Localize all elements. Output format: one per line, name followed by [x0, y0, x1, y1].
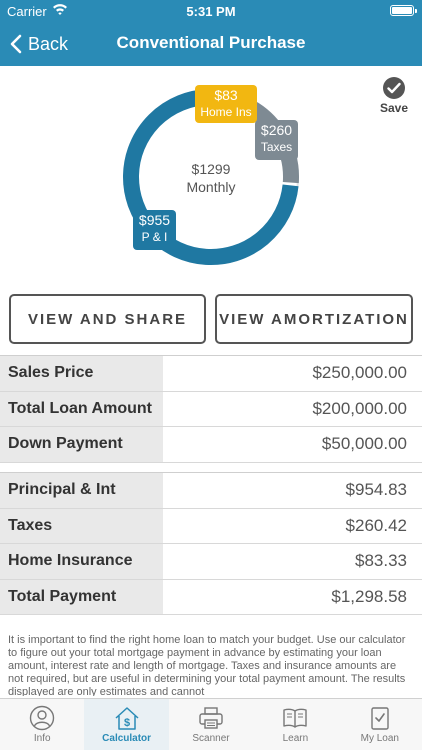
payment-donut-chart: $1299 Monthly $83 Home Ins $260 Taxes $9… [0, 66, 422, 288]
taxes-label: Taxes [260, 140, 293, 154]
battery-icon [390, 5, 417, 16]
table-row: Taxes $260.42 [0, 508, 422, 544]
monthly-label: Monthly [186, 179, 236, 195]
chevron-left-icon [10, 34, 22, 54]
status-bar: Carrier 5:31 PM [0, 0, 422, 22]
checkmark-icon [383, 77, 405, 99]
table-row: Principal & Int $954.83 [0, 473, 422, 509]
view-amortization-button[interactable]: VIEW AMORTIZATION [215, 294, 413, 344]
tab-info[interactable]: Info [0, 699, 84, 750]
tab-scanner[interactable]: Scanner [169, 699, 253, 750]
table-row: Down Payment $50,000.00 [0, 427, 422, 463]
row-value: $200,000.00 [163, 391, 422, 426]
row-label: Sales Price [0, 356, 163, 391]
row-value: $954.83 [163, 473, 422, 508]
pi-label: P & I [141, 230, 168, 244]
row-value: $250,000.00 [163, 356, 422, 391]
row-value: $50,000.00 [163, 427, 422, 462]
person-circle-icon [30, 705, 55, 731]
page-title: Conventional Purchase [116, 33, 306, 52]
table-row: Sales Price $250,000.00 [0, 356, 422, 392]
svg-text:$: $ [124, 717, 130, 729]
home-ins-amount: $83 [214, 87, 238, 103]
back-button[interactable]: Back [10, 31, 68, 57]
row-label: Principal & Int [0, 473, 163, 508]
view-and-share-button[interactable]: VIEW AND SHARE [9, 294, 206, 344]
book-icon [283, 708, 308, 728]
tab-label: My Loan [360, 733, 399, 744]
pi-amount: $955 [138, 212, 171, 228]
table-row: Home Insurance $83.33 [0, 544, 422, 580]
loan-summary-table: Sales Price $250,000.00 Total Loan Amoun… [0, 355, 422, 463]
row-value: $83.33 [163, 544, 422, 579]
row-label: Down Payment [0, 427, 163, 462]
tab-my-loan[interactable]: My Loan [338, 699, 422, 750]
row-label: Total Loan Amount [0, 391, 163, 426]
row-label: Home Insurance [0, 544, 163, 579]
carrier-label: Carrier [7, 4, 47, 19]
save-button[interactable]: Save [376, 77, 412, 115]
house-dollar-icon: $ [115, 707, 139, 730]
tab-label: Scanner [192, 733, 230, 744]
tab-label: Info [33, 733, 51, 744]
taxes-bubble: $260 Taxes [255, 120, 298, 160]
home-ins-label: Home Ins [200, 105, 252, 119]
tab-learn[interactable]: Learn [253, 699, 337, 750]
pi-bubble: $955 P & I [133, 210, 176, 250]
row-value: $260.42 [163, 508, 422, 543]
row-value: $1,298.58 [163, 579, 422, 614]
table-row: Total Payment $1,298.58 [0, 579, 422, 615]
save-label: Save [379, 101, 409, 115]
checklist-icon [371, 707, 389, 730]
row-label: Taxes [0, 508, 163, 543]
wifi-icon [52, 3, 68, 18]
tab-bar: Info $ Calculator Scanner Learn My Loan [0, 698, 422, 750]
app-header: Carrier 5:31 PM Back Conventional Purcha… [0, 0, 422, 66]
donut-center: $1299 Monthly [150, 160, 272, 196]
tab-label: Calculator [102, 733, 152, 744]
payment-breakdown-table: Principal & Int $954.83 Taxes $260.42 Ho… [0, 472, 422, 615]
back-label: Back [28, 33, 69, 54]
monthly-total: $1299 [191, 161, 231, 177]
table-row: Total Loan Amount $200,000.00 [0, 391, 422, 427]
row-label: Total Payment [0, 579, 163, 614]
tab-label: Learn [282, 733, 309, 744]
printer-icon [199, 707, 223, 729]
clock: 5:31 PM [186, 4, 236, 19]
disclaimer-text: It is important to find the right home l… [8, 634, 406, 696]
tab-calculator[interactable]: $ Calculator [84, 699, 169, 750]
home-ins-bubble: $83 Home Ins [195, 85, 257, 123]
taxes-amount: $260 [260, 122, 293, 138]
